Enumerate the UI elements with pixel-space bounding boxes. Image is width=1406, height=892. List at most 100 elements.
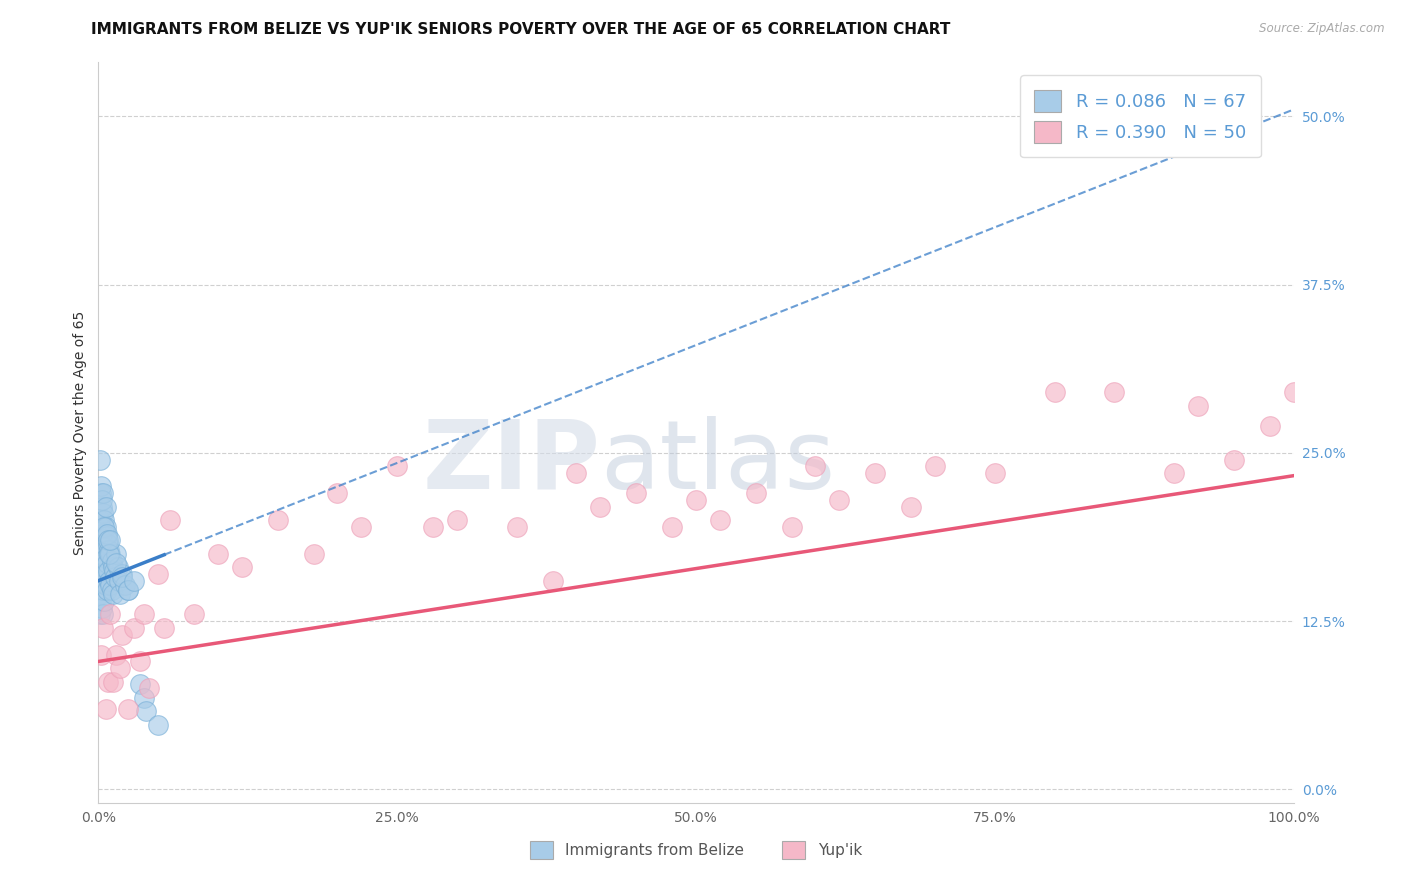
Point (138, 681, 160, 696)
Point (111, 569, 134, 583)
Point (153, 621, 176, 635)
Point (97, 533, 120, 548)
Point (207, 547, 229, 561)
Point (132, 607, 155, 622)
Point (91, 607, 114, 622)
Point (924, 459, 946, 474)
Point (89, 513, 111, 527)
Point (159, 513, 181, 527)
Point (96, 529, 118, 543)
Point (94, 520, 117, 534)
Point (105, 648, 128, 662)
Point (148, 566, 170, 581)
Point (135, 704, 157, 718)
Point (129, 655, 152, 669)
Point (100, 553, 122, 567)
Point (90, 553, 112, 567)
Point (91, 492, 114, 507)
Point (780, 520, 803, 534)
Point (90, 520, 112, 534)
Point (124, 621, 146, 635)
Point (90, 594, 112, 608)
Point (302, 547, 325, 561)
Point (114, 578, 136, 592)
Point (446, 513, 468, 527)
Point (94, 500, 117, 514)
Point (96, 583, 118, 598)
Point (91, 583, 114, 598)
Point (89, 452, 111, 467)
Point (98, 547, 121, 561)
Point (94, 701, 117, 715)
Point (98, 547, 122, 561)
Point (111, 566, 134, 581)
Point (661, 520, 683, 534)
Point (1187, 399, 1209, 413)
Text: Source: ZipAtlas.com: Source: ZipAtlas.com (1260, 22, 1385, 36)
Point (132, 690, 155, 705)
Point (101, 674, 124, 689)
Point (984, 466, 1007, 480)
Point (745, 486, 768, 500)
Point (90, 486, 112, 500)
Point (1104, 385, 1126, 400)
Point (103, 564, 125, 578)
Point (108, 587, 131, 601)
Point (1223, 452, 1246, 467)
Point (900, 500, 922, 514)
Point (98, 542, 121, 557)
Point (97, 674, 120, 689)
Point (98, 607, 122, 622)
Point (90, 479, 112, 493)
Point (709, 513, 731, 527)
Point (117, 583, 139, 598)
Point (267, 513, 290, 527)
Point (93, 520, 115, 534)
Point (90, 648, 112, 662)
Point (1282, 385, 1305, 400)
Point (91, 507, 114, 521)
Point (93, 513, 115, 527)
Text: atlas: atlas (600, 416, 835, 508)
Point (107, 560, 129, 574)
Point (97, 537, 120, 551)
Point (231, 560, 253, 574)
Point (565, 466, 588, 480)
Text: ZIP: ZIP (422, 416, 600, 508)
Legend: Immigrants from Belize, Yup'ik: Immigrants from Belize, Yup'ik (524, 835, 868, 865)
Point (541, 574, 564, 588)
Point (94, 578, 117, 592)
Point (326, 486, 349, 500)
Point (506, 520, 529, 534)
Point (93, 594, 115, 608)
Point (91, 486, 114, 500)
Point (111, 627, 134, 641)
Point (148, 717, 170, 731)
Point (89, 547, 111, 561)
Point (129, 677, 152, 691)
Point (104, 569, 127, 583)
Point (91, 560, 114, 574)
Point (98, 574, 121, 588)
Point (91, 533, 114, 548)
Point (100, 583, 122, 598)
Point (804, 459, 827, 474)
Text: IMMIGRANTS FROM BELIZE VS YUP'IK SENIORS POVERTY OVER THE AGE OF 65 CORRELATION : IMMIGRANTS FROM BELIZE VS YUP'IK SENIORS… (91, 22, 950, 37)
Point (422, 520, 444, 534)
Point (589, 500, 612, 514)
Point (91, 500, 114, 514)
Point (89, 587, 111, 601)
Y-axis label: Seniors Poverty Over the Age of 65: Seniors Poverty Over the Age of 65 (73, 310, 87, 555)
Point (108, 661, 131, 675)
Point (91, 600, 114, 615)
Point (828, 492, 851, 507)
Point (89, 607, 111, 622)
Point (1258, 418, 1281, 433)
Point (350, 520, 373, 534)
Point (117, 583, 139, 598)
Point (101, 560, 124, 574)
Point (685, 492, 707, 507)
Point (183, 607, 205, 622)
Point (101, 587, 124, 601)
Point (91, 574, 114, 588)
